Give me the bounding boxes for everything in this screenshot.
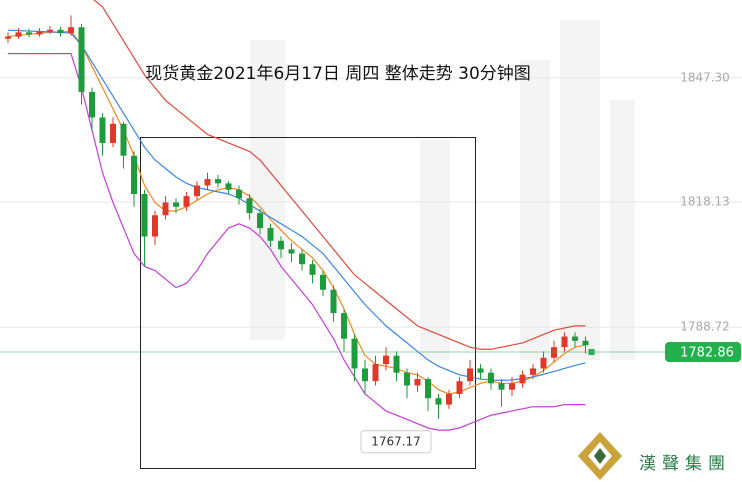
candle-body xyxy=(435,398,442,405)
candle-body xyxy=(110,123,116,143)
candle-body xyxy=(68,27,74,34)
background-watermark xyxy=(250,20,635,360)
candle-body xyxy=(498,383,505,390)
current-price-tag xyxy=(665,342,741,363)
indicator-line xyxy=(7,30,586,395)
candle-body xyxy=(194,185,200,197)
indicator-line xyxy=(8,53,586,431)
candle-body xyxy=(78,27,85,92)
candle-body xyxy=(5,36,11,39)
candle-body xyxy=(309,264,316,275)
current-price: 1782.86 xyxy=(0,342,741,363)
candle-body xyxy=(36,31,43,35)
candles xyxy=(5,15,589,419)
candle-body xyxy=(162,202,169,216)
indicator-line xyxy=(93,0,586,350)
current-price-label: 1782.86 xyxy=(680,346,734,361)
candle-body xyxy=(383,355,389,365)
candle-body xyxy=(582,340,589,346)
candle-body xyxy=(488,372,494,384)
candle-body xyxy=(372,364,379,382)
candle-body xyxy=(288,249,295,254)
candle-body xyxy=(26,32,32,35)
candle-body xyxy=(540,357,547,369)
candle-body xyxy=(99,117,106,143)
candle-body xyxy=(173,202,179,207)
candle-body xyxy=(204,179,211,186)
candle-body xyxy=(215,179,221,184)
y-tick-label: 1847.30 xyxy=(680,70,730,84)
logo-text: 漢聲集團 xyxy=(639,454,731,474)
candle-body xyxy=(341,313,347,339)
candle-body xyxy=(257,213,263,229)
candle-body xyxy=(225,183,232,190)
candle-body xyxy=(519,374,526,384)
candle-body xyxy=(246,198,253,214)
grid: 1847.30 1818.13 1788.72 xyxy=(0,70,742,334)
candle-body xyxy=(362,368,368,382)
candle-body xyxy=(393,355,400,373)
logo: 漢聲集團 xyxy=(578,432,731,480)
candle-body xyxy=(278,240,284,250)
annotation-label: 1767.17 xyxy=(371,434,421,448)
y-tick-label: 1818.13 xyxy=(680,194,730,208)
candle-body xyxy=(47,29,53,32)
candle-body xyxy=(509,383,515,390)
candle-body xyxy=(425,379,431,399)
candle-body xyxy=(152,215,158,237)
highlight-box xyxy=(140,137,476,469)
candle-body xyxy=(236,189,242,199)
candle-body xyxy=(446,393,452,405)
candle-body xyxy=(15,32,22,37)
chart-title: 现货黄金2021年6月17日 周四 整体走势 30分钟图 xyxy=(145,64,531,84)
candle-body xyxy=(267,228,274,241)
candle-body xyxy=(57,29,64,34)
candle-body xyxy=(131,155,137,194)
current-price-marker xyxy=(588,349,595,356)
annotation-box xyxy=(360,430,432,454)
candle-body xyxy=(404,372,410,386)
candle-body xyxy=(183,196,190,207)
y-tick-label: 1788.72 xyxy=(680,320,730,334)
candle-body xyxy=(351,338,358,369)
candle-body xyxy=(320,274,326,290)
candle-body xyxy=(330,289,337,314)
candle-body xyxy=(414,379,421,386)
candle-body xyxy=(89,91,95,118)
candle-body xyxy=(141,194,148,237)
candle-body xyxy=(561,336,568,348)
candle-body xyxy=(456,381,463,394)
candle-body xyxy=(120,123,127,156)
candle-body xyxy=(299,253,305,265)
candle-body xyxy=(572,336,578,341)
candle-body xyxy=(477,368,484,373)
low-annotation: 1767.17 xyxy=(360,430,432,454)
candle-body xyxy=(467,368,473,382)
candle-body xyxy=(530,368,536,375)
